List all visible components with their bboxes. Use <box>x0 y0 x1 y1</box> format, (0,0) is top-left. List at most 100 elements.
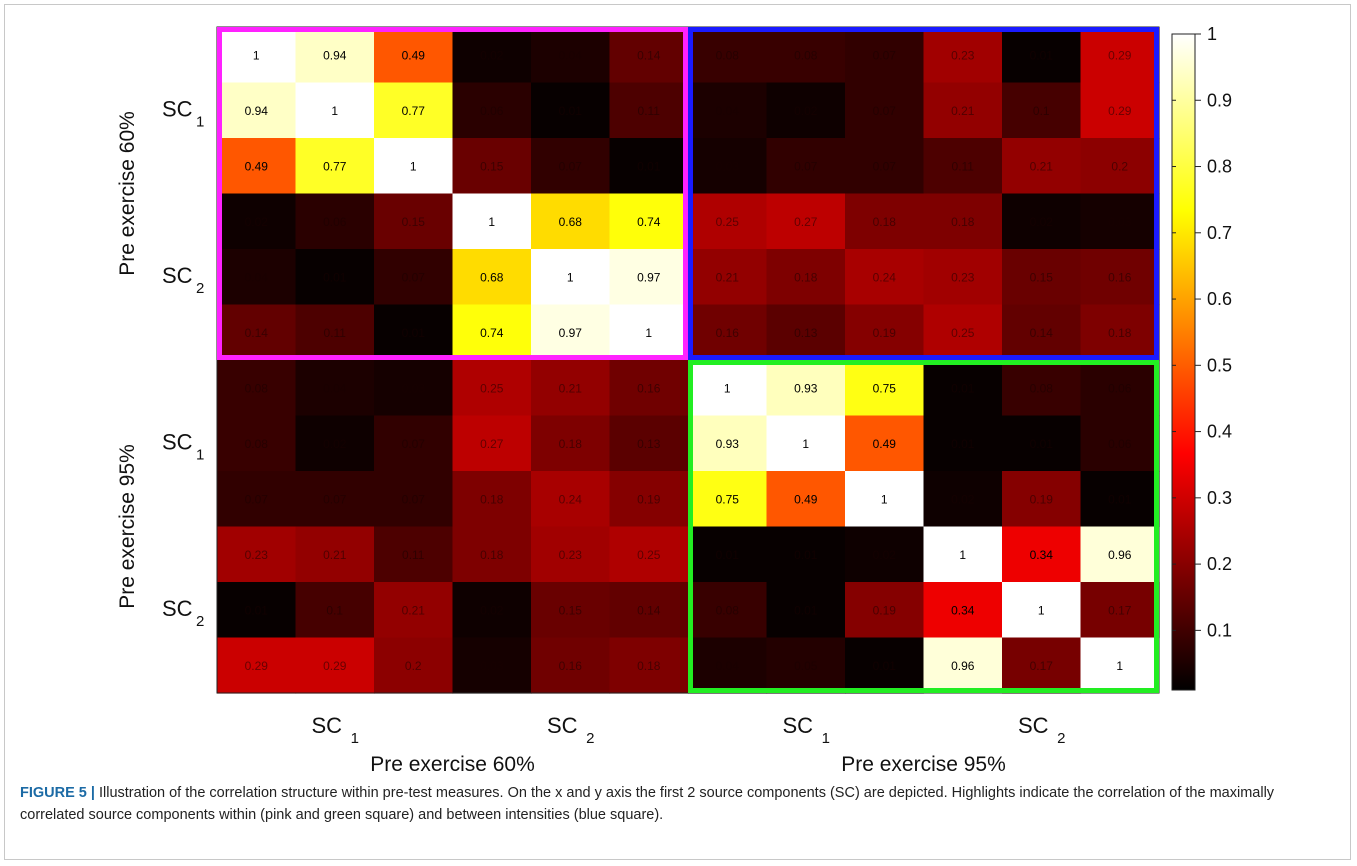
heatmap-cell <box>531 360 611 417</box>
heatmap-cell <box>923 526 1003 583</box>
heatmap-cell <box>217 526 297 583</box>
heatmap-cell <box>688 193 768 250</box>
cell-value-label: 0.01 <box>951 437 975 451</box>
cell-value-label: 0.25 <box>480 381 504 395</box>
cell-value-label: 0.18 <box>873 215 897 229</box>
y-tick-label: SC <box>162 429 193 454</box>
cell-value-label: 0.04 <box>559 48 583 62</box>
cell-value-label: 0.16 <box>637 381 661 395</box>
heatmap-cell <box>609 360 689 417</box>
caption-text: Illustration of the correlation structur… <box>20 785 1275 823</box>
heatmap-cell <box>374 249 454 306</box>
heatmap-cell <box>1002 304 1082 361</box>
heatmap-cell <box>609 304 689 361</box>
heatmap-cell <box>1002 249 1082 306</box>
cell-value-label: 0.18 <box>480 492 504 506</box>
heatmap-cell <box>374 360 454 417</box>
heatmap-cell <box>766 249 846 306</box>
cell-value-label: 0.18 <box>794 270 818 284</box>
cell-value-label: 0.04 <box>716 659 740 673</box>
cell-value-label: 0.75 <box>716 492 740 506</box>
cell-value-label: 0.02 <box>480 48 504 62</box>
heatmap-cell <box>923 249 1003 306</box>
cell-value-label: 0.77 <box>402 104 426 118</box>
cell-value-label: 0.01 <box>402 326 426 340</box>
cell-value-label: 0.77 <box>323 159 347 173</box>
cell-value-label: 0.18 <box>480 548 504 562</box>
heatmap-cell <box>1002 193 1082 250</box>
heatmap-cell <box>688 637 768 694</box>
heatmap-cell <box>845 637 925 694</box>
heatmap-cell <box>688 471 768 528</box>
cell-value-label: 0.23 <box>559 548 583 562</box>
cell-value-label: 0.08 <box>794 48 818 62</box>
heatmap-cell <box>609 193 689 250</box>
cell-value-label: 1 <box>1116 659 1123 673</box>
heatmap-cell <box>531 415 611 472</box>
cell-value-label: 0.15 <box>480 159 504 173</box>
cell-value-label: 0.01 <box>951 381 975 395</box>
cell-value-label: 0.25 <box>716 215 740 229</box>
x-axis-title: Pre exercise 95% <box>841 753 1006 776</box>
heatmap-cell <box>531 637 611 694</box>
y-axis-title: Pre exercise 95% <box>116 444 139 609</box>
colorbar-gradient <box>1171 33 1196 691</box>
cell-value-label: 1 <box>802 437 809 451</box>
heatmap-cell <box>295 415 375 472</box>
heatmap-cell <box>1002 471 1082 528</box>
cell-value-label: 0.14 <box>1030 326 1054 340</box>
y-tick-subscript: 1 <box>196 113 204 130</box>
heatmap-cell <box>609 582 689 639</box>
heatmap-cell <box>374 27 454 84</box>
heatmap-cell <box>1080 82 1160 139</box>
heatmap-cell <box>295 27 375 84</box>
heatmap-cell <box>923 82 1003 139</box>
cell-value-label: 1 <box>724 381 731 395</box>
heatmap-cell <box>845 415 925 472</box>
cell-value-label: 0.07 <box>402 492 426 506</box>
heatmap-cell <box>452 249 532 306</box>
cell-value-label: 0.14 <box>245 326 269 340</box>
heatmap-cell <box>217 138 297 195</box>
heatmap-cell <box>688 138 768 195</box>
heatmap-cell <box>295 471 375 528</box>
heatmap-cell <box>295 193 375 250</box>
cell-value-label: 1 <box>410 159 417 173</box>
colorbar-tick-label: 0.8 <box>1207 157 1232 177</box>
heatmap-cell <box>923 415 1003 472</box>
cell-value-label: 0.14 <box>637 48 661 62</box>
heatmap-cell <box>688 360 768 417</box>
cell-value-label: 0.03 <box>402 381 426 395</box>
heatmap-cell <box>766 582 846 639</box>
colorbar-tick-label: 0.5 <box>1207 355 1232 375</box>
heatmap-cell <box>374 304 454 361</box>
heatmap-cell <box>374 582 454 639</box>
colorbar-tick-label: 0.6 <box>1207 289 1232 309</box>
heatmap-cell <box>688 415 768 472</box>
heatmap-cell <box>1080 526 1160 583</box>
heatmap-cell <box>217 471 297 528</box>
cell-value-label: 0.21 <box>716 270 740 284</box>
heatmap-cell <box>609 415 689 472</box>
highlight-box-3 <box>688 360 1159 693</box>
cell-value-label: 0.49 <box>245 159 269 173</box>
cell-value-label: 1 <box>959 548 966 562</box>
cell-value-label: 0.08 <box>716 48 740 62</box>
cell-value-label: 0.75 <box>873 381 897 395</box>
heatmap-cell <box>217 415 297 472</box>
x-tick-label: SC <box>547 713 578 738</box>
cell-value-label: 0.02 <box>323 437 347 451</box>
heatmap-cell <box>923 360 1003 417</box>
heatmap-cell <box>609 249 689 306</box>
cell-value-label: 0.15 <box>402 215 426 229</box>
x-tick-subscript: 2 <box>586 730 594 747</box>
heatmap-cell <box>1002 415 1082 472</box>
heatmap-cell <box>295 304 375 361</box>
heatmap-cell <box>531 27 611 84</box>
heatmap-cell <box>609 526 689 583</box>
cell-value-label: 0.04 <box>245 270 269 284</box>
cell-value-label: 0.34 <box>951 603 975 617</box>
cell-value-label: 0.1 <box>326 603 343 617</box>
cell-value-label: 0.01 <box>1030 48 1054 62</box>
cell-value-label: 0.02 <box>794 104 818 118</box>
